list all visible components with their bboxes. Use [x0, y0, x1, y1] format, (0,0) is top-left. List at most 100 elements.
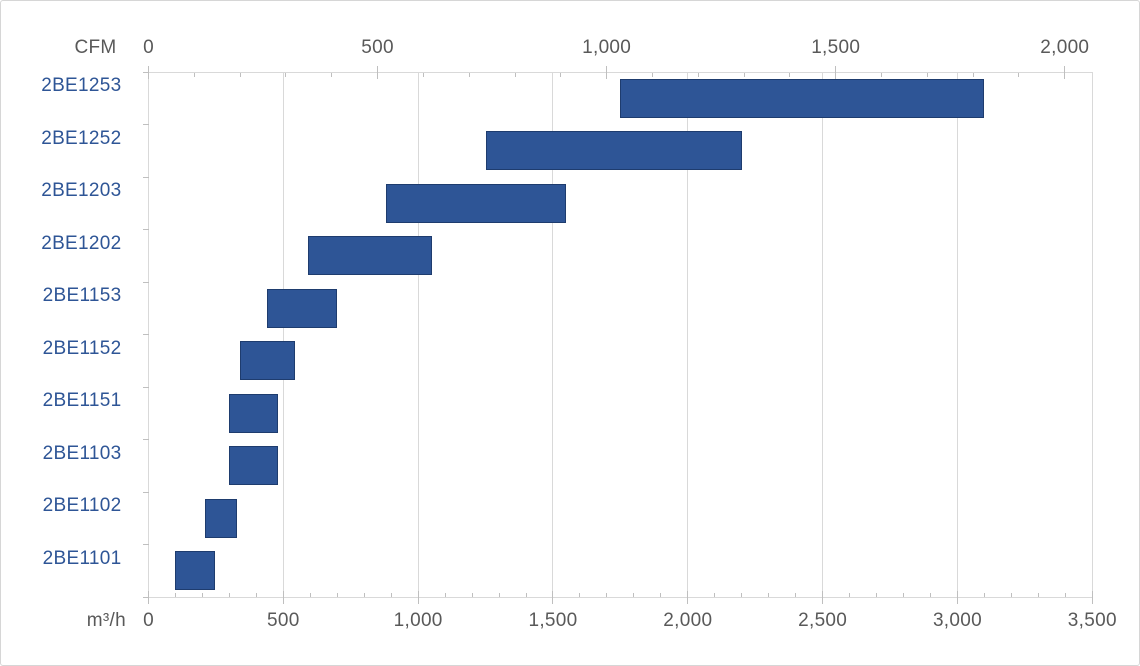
bottom-axis-minor-tick — [309, 592, 311, 597]
bottom-axis-minor-tick — [903, 592, 905, 597]
capacity-bar-2BE1153 — [267, 288, 338, 328]
category-label-2BE1253: 2BE1253 — [41, 75, 122, 97]
category-axis-tick — [142, 386, 149, 388]
capacity-bar-2BE1252 — [485, 131, 742, 171]
category-axis-tick — [142, 544, 149, 545]
bottom-axis-minor-tick — [660, 592, 662, 597]
top-axis-major-tick — [835, 65, 837, 79]
bottom-axis-minor-tick — [876, 592, 878, 597]
top-axis-minor-tick — [1018, 72, 1020, 77]
bottom-axis-major-tick — [687, 591, 689, 604]
category-label-2BE1153: 2BE1153 — [42, 285, 122, 307]
bottom-axis-minor-tick — [795, 592, 797, 597]
category-axis-tick — [142, 439, 149, 440]
capacity-bar-2BE1253 — [620, 78, 985, 118]
category-axis-tick — [142, 281, 149, 283]
capacity-bar-2BE1152 — [240, 341, 296, 381]
category-axis-tick — [142, 596, 149, 598]
bottom-axis-minor-tick — [579, 592, 581, 597]
capacity-bar-2BE1102 — [205, 498, 238, 538]
major-gridline — [822, 72, 824, 597]
top-axis-major-tick — [606, 65, 608, 79]
top-axis-tick-label: 0 — [143, 37, 154, 58]
bottom-axis-major-tick — [956, 591, 958, 604]
bottom-axis-minor-tick — [498, 592, 500, 597]
top-axis-minor-tick — [514, 72, 516, 77]
bottom-axis-minor-tick — [633, 592, 635, 597]
bottom-axis-tick-label: 500 — [267, 609, 300, 631]
bottom-axis-minor-tick — [849, 592, 851, 597]
bottom-axis-minor-tick — [363, 592, 365, 597]
top-axis-minor-tick — [972, 72, 974, 77]
bottom-axis-minor-tick — [714, 592, 716, 597]
category-axis-tick — [142, 71, 149, 73]
major-gridline — [417, 72, 419, 597]
category-label-2BE1252: 2BE1252 — [41, 127, 122, 149]
category-label-2BE1103: 2BE1103 — [42, 442, 122, 464]
top-axis-tick-label: 500 — [361, 37, 394, 58]
category-label-2BE1101: 2BE1101 — [42, 547, 122, 569]
major-gridline — [552, 72, 554, 597]
category-label-2BE1151: 2BE1151 — [42, 390, 122, 412]
bottom-axis-major-tick — [148, 591, 149, 604]
top-axis-minor-tick — [560, 72, 562, 77]
bottom-axis-major-tick — [822, 591, 824, 604]
top-axis-minor-tick — [651, 72, 653, 77]
top-axis-minor-tick — [422, 72, 424, 77]
top-axis-minor-tick — [468, 72, 470, 77]
major-gridline — [956, 72, 958, 597]
bottom-axis-minor-tick — [983, 592, 985, 597]
category-axis-tick — [142, 491, 149, 493]
bottom-axis-major-tick — [282, 591, 284, 604]
bottom-axis-minor-tick — [1037, 592, 1039, 597]
bottom-axis-tick-label: 3,500 — [1067, 609, 1117, 631]
bottom-axis-minor-tick — [255, 592, 257, 597]
top-axis-tick-label: 1,500 — [811, 37, 861, 58]
major-gridline — [687, 72, 689, 597]
bottom-axis-minor-tick — [768, 592, 770, 597]
bottom-axis-tick-label: 2,000 — [663, 609, 713, 631]
major-gridline — [282, 72, 284, 597]
bottom-axis-minor-tick — [471, 592, 473, 597]
capacity-bar-2BE1101 — [175, 551, 215, 591]
bottom-axis-minor-tick — [444, 592, 446, 597]
bottom-axis-tick-label: 0 — [143, 609, 154, 631]
top-axis-line — [148, 71, 1093, 73]
category-label-2BE1152: 2BE1152 — [42, 337, 122, 359]
bottom-axis-tick-label: 1,000 — [393, 609, 443, 631]
bottom-axis-minor-tick — [336, 592, 338, 597]
capacity-bar-2BE1151 — [229, 393, 278, 433]
category-axis-tick — [142, 176, 149, 178]
top-axis-minor-tick — [697, 72, 699, 77]
bottom-axis-unit-label: m³/h — [86, 609, 126, 631]
category-axis-tick — [142, 124, 149, 125]
bottom-axis-minor-tick — [1064, 592, 1066, 597]
category-axis-tick — [142, 229, 149, 230]
top-axis-tick-label: 2,000 — [1040, 37, 1090, 58]
capacity-bar-2BE1202 — [307, 236, 432, 276]
top-axis-major-tick — [148, 65, 149, 79]
bottom-axis-minor-tick — [201, 592, 203, 597]
bottom-axis-line — [148, 596, 1093, 598]
top-axis-minor-tick — [743, 72, 745, 77]
top-axis-minor-tick — [881, 72, 883, 77]
top-axis-minor-tick — [285, 72, 287, 77]
bottom-axis-major-tick — [417, 591, 419, 604]
top-axis-unit-label: CFM — [74, 37, 117, 58]
top-axis-minor-tick — [331, 72, 333, 77]
bottom-axis-minor-tick — [930, 592, 931, 597]
category-label-2BE1202: 2BE1202 — [41, 232, 122, 254]
top-axis-minor-tick — [193, 72, 195, 77]
bottom-axis-tick-label: 2,500 — [798, 609, 848, 631]
category-label-2BE1203: 2BE1203 — [41, 180, 122, 202]
top-axis-major-tick — [377, 65, 379, 79]
top-axis-minor-tick — [789, 72, 791, 77]
bottom-axis-minor-tick — [390, 592, 392, 597]
category-label-2BE1102: 2BE1102 — [42, 495, 122, 517]
bottom-axis-tick-label: 1,500 — [528, 609, 578, 631]
bottom-axis-major-tick — [1091, 591, 1093, 604]
top-axis-minor-tick — [239, 72, 241, 77]
bottom-axis-minor-tick — [525, 592, 527, 597]
top-axis-tick-label: 1,000 — [582, 37, 632, 58]
